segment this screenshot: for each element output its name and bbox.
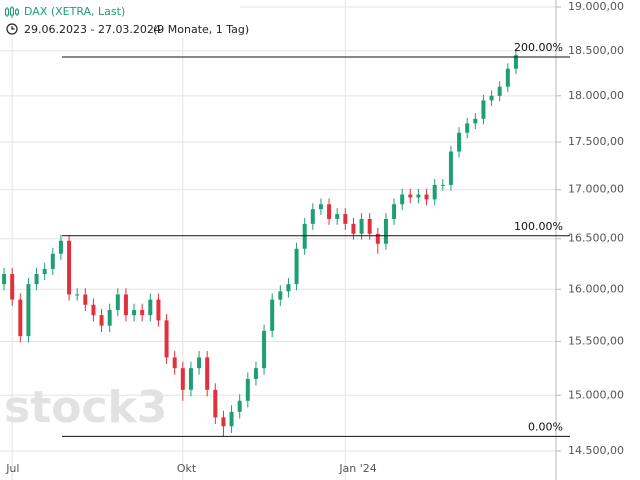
- candle-body: [392, 204, 397, 219]
- candle-body: [42, 268, 47, 274]
- x-tick-label: Jan '24: [338, 462, 376, 475]
- watermark: stock3: [4, 382, 167, 433]
- candle-body: [115, 294, 120, 310]
- candle-body: [278, 291, 283, 300]
- candle-body: [343, 214, 348, 224]
- candle-body: [132, 309, 137, 316]
- fib-label: 200.00%: [514, 41, 563, 54]
- clock-icon: [6, 23, 18, 35]
- candle-body: [123, 294, 128, 316]
- grid: [0, 0, 556, 480]
- fib-label: 0.00%: [528, 420, 563, 433]
- candle-body: [457, 132, 462, 152]
- y-tick-label: 17.000,00: [568, 183, 624, 196]
- y-tick-label: 18.500,00: [568, 44, 624, 57]
- candle-body: [327, 204, 332, 219]
- candle-body: [164, 320, 169, 358]
- y-tick-label: 15.000,00: [568, 388, 624, 401]
- y-tick-label: 14.500,00: [568, 444, 624, 457]
- header-bg: [0, 0, 240, 38]
- candle-body: [26, 284, 31, 337]
- candle-body: [440, 184, 445, 186]
- candle-body: [416, 194, 421, 198]
- candle-body: [172, 357, 177, 369]
- candle-body: [83, 294, 88, 305]
- candle-body: [513, 55, 518, 69]
- period: (9 Monate, 1 Tag): [153, 23, 249, 36]
- candle-body: [99, 315, 104, 326]
- y-tick-label: 18.000,00: [568, 89, 624, 102]
- y-tick-label: 19.000,00: [568, 0, 624, 13]
- instrument: DAX (XETRA, Last): [24, 5, 125, 18]
- candle-body: [400, 194, 405, 205]
- candle-body: [148, 299, 153, 316]
- y-tick-label: 16.500,00: [568, 232, 624, 245]
- candle-body: [107, 309, 112, 326]
- candle-body: [140, 309, 145, 316]
- date-range: 29.06.2023 - 27.03.2024: [24, 23, 161, 36]
- candle-body: [2, 273, 7, 285]
- candle-body: [237, 400, 242, 412]
- candle-body: [67, 240, 72, 295]
- candle-body: [310, 209, 315, 224]
- candle-body: [75, 294, 80, 296]
- candle-body: [10, 273, 15, 300]
- candle-body: [302, 223, 307, 249]
- candle-body: [318, 204, 323, 210]
- candle-body: [448, 151, 453, 185]
- fib-label: 100.00%: [514, 220, 563, 233]
- y-tick-label: 17.500,00: [568, 135, 624, 148]
- candle-body: [262, 330, 267, 369]
- candle-body: [351, 223, 356, 234]
- x-tick-label: Okt: [177, 462, 197, 475]
- candle-body: [408, 194, 413, 198]
- candle-body: [473, 118, 478, 124]
- candle-body: [229, 411, 234, 427]
- candle-body: [221, 417, 226, 427]
- candle-body: [383, 218, 388, 244]
- y-tick-label: 15.500,00: [568, 334, 624, 347]
- candle-body: [245, 378, 250, 401]
- candle-body: [34, 273, 39, 285]
- candle-body: [505, 68, 510, 87]
- candle-body: [286, 284, 291, 292]
- candle-body: [50, 253, 55, 269]
- candle-body: [213, 389, 218, 418]
- candle-icon: [5, 6, 19, 18]
- candle-body: [253, 368, 258, 379]
- candle-body: [156, 299, 161, 321]
- candle-body: [465, 123, 470, 133]
- candle-body: [424, 194, 429, 200]
- candle-body: [270, 299, 275, 331]
- candle-body: [335, 214, 340, 219]
- header: DAX (XETRA, Last) 29.06.2023 - 27.03.202…: [0, 0, 249, 38]
- candle-body: [359, 218, 364, 234]
- candle-body: [188, 368, 193, 390]
- candle-body: [58, 240, 63, 254]
- candle-body: [180, 368, 185, 390]
- candle-body: [294, 248, 299, 285]
- candle-body: [367, 218, 372, 234]
- candle-body: [205, 357, 210, 390]
- candle-body: [197, 357, 202, 369]
- candle-body: [497, 86, 502, 96]
- candle-body: [91, 304, 96, 316]
- candle-body: [481, 100, 486, 119]
- candle-body: [18, 299, 23, 337]
- candle-body: [489, 95, 494, 101]
- candle-body: [432, 184, 437, 200]
- y-tick-label: 16.000,00: [568, 282, 624, 295]
- candle-body: [375, 233, 380, 244]
- x-tick-label: Jul: [5, 462, 19, 475]
